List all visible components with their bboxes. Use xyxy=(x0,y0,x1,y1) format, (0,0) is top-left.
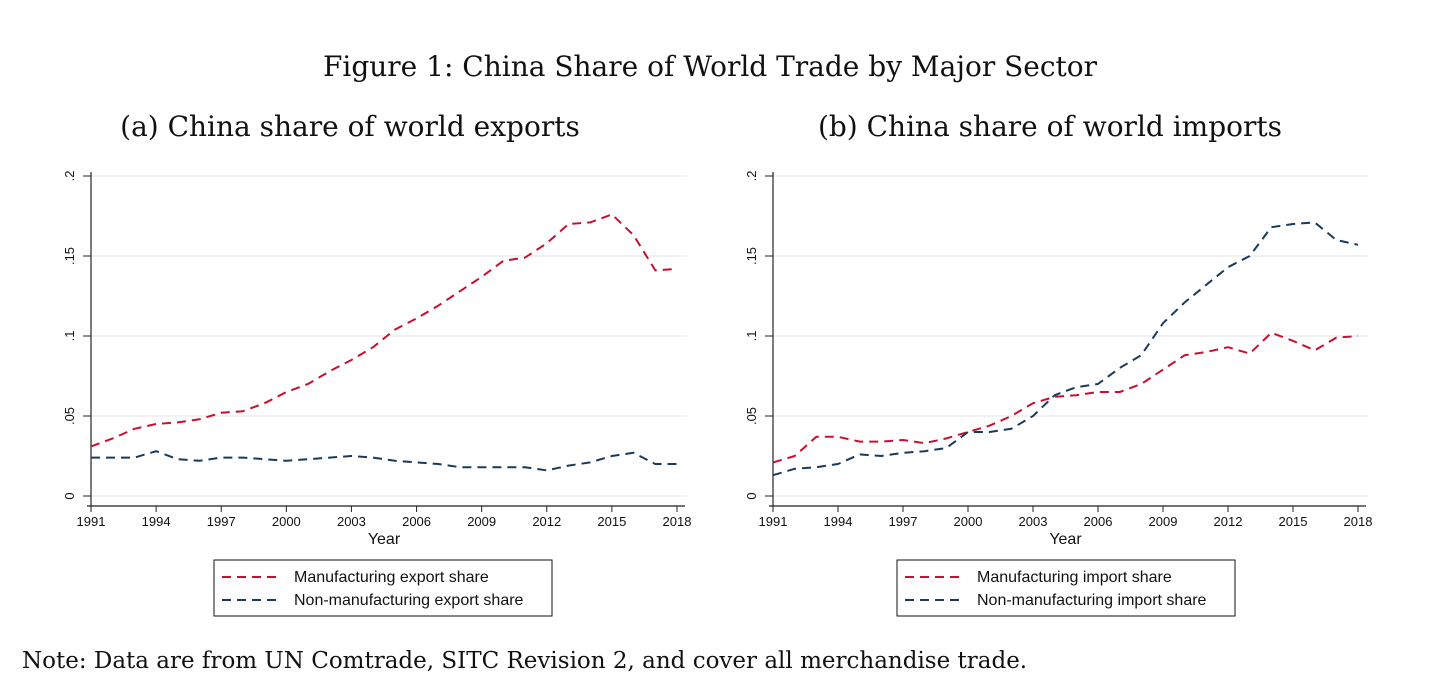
x-tick-label: 2015 xyxy=(1279,514,1308,529)
series-line-manufacturing xyxy=(90,213,678,448)
figure-title: Figure 1: China Share of World Trade by … xyxy=(322,50,1098,83)
x-tick-label: 2000 xyxy=(954,514,983,529)
x-tick-label: 2012 xyxy=(1214,514,1243,529)
imports-chart-title: (b) China share of world imports xyxy=(817,110,1283,143)
y-tick-label: .05 xyxy=(62,407,77,425)
legend-box xyxy=(896,559,1236,617)
imports-chart-panel: 0 .05 .1 .15 .2 1991 1994 1997 2000 2003 2006 2009 2… xyxy=(712,150,1387,638)
y-tick-label: .1 xyxy=(62,331,77,342)
x-tick-label: 1997 xyxy=(889,514,918,529)
x-tick-label: 2009 xyxy=(467,514,496,529)
legend: Manufacturing import share Non-manufactur… xyxy=(896,559,1236,617)
imports-chart: 0 .05 .1 .15 .2 1991 1994 1997 2000 2003 2006 2009 2… xyxy=(744,171,1373,617)
x-tick-label: 1997 xyxy=(207,514,236,529)
exports-chart-title: (a) China share of world exports xyxy=(120,110,580,143)
series-line-non-manufacturing xyxy=(772,221,1359,477)
y-tick-label: .2 xyxy=(744,171,759,182)
y-tick-label: .15 xyxy=(744,247,759,265)
y-tick-label: .2 xyxy=(62,171,77,182)
figure-note: Note: Data are from UN Comtrade, SITC Re… xyxy=(22,648,1028,674)
exports-chart: 0 .05 .1 .15 .2 1991 1994 1997 2000 2003 2006 2009 2… xyxy=(62,171,692,617)
x-tick-label: 2000 xyxy=(272,514,301,529)
exports-chart-panel: 0 .05 .1 .15 .2 1991 1994 1997 2000 2003 2006 2009 2… xyxy=(30,150,704,638)
x-tick-label: 1994 xyxy=(824,514,853,529)
legend: Manufacturing export share Non-manufactur… xyxy=(213,559,553,617)
x-tick-label: 2003 xyxy=(337,514,366,529)
legend-label: Non-manufacturing export share xyxy=(294,592,524,609)
legend-label: Manufacturing import share xyxy=(977,569,1172,586)
x-axis-label: Year xyxy=(368,531,401,548)
y-tick-label: .1 xyxy=(744,331,759,342)
legend-box xyxy=(213,559,553,617)
x-tick-label: 2009 xyxy=(1149,514,1178,529)
y-tick-label: .15 xyxy=(62,247,77,265)
x-tick-label: 2006 xyxy=(402,514,431,529)
x-tick-label: 1994 xyxy=(142,514,171,529)
y-tick-label: .05 xyxy=(744,407,759,425)
series-line-manufacturing xyxy=(772,331,1359,464)
x-tick-label: 1991 xyxy=(77,514,106,529)
series-line-non-manufacturing xyxy=(91,450,677,472)
legend-label: Non-manufacturing import share xyxy=(977,592,1207,609)
x-axis-label: Year xyxy=(1049,531,1082,548)
y-tick-label: 0 xyxy=(62,492,77,499)
legend-label: Manufacturing export share xyxy=(294,569,489,586)
x-tick-label: 2003 xyxy=(1019,514,1048,529)
x-tick-label: 1991 xyxy=(759,514,788,529)
y-tick-label: 0 xyxy=(744,492,759,499)
x-tick-label: 2015 xyxy=(597,514,626,529)
x-tick-label: 2018 xyxy=(663,514,692,529)
x-tick-label: 2006 xyxy=(1084,514,1113,529)
x-tick-label: 2012 xyxy=(532,514,561,529)
x-tick-label: 2018 xyxy=(1344,514,1373,529)
